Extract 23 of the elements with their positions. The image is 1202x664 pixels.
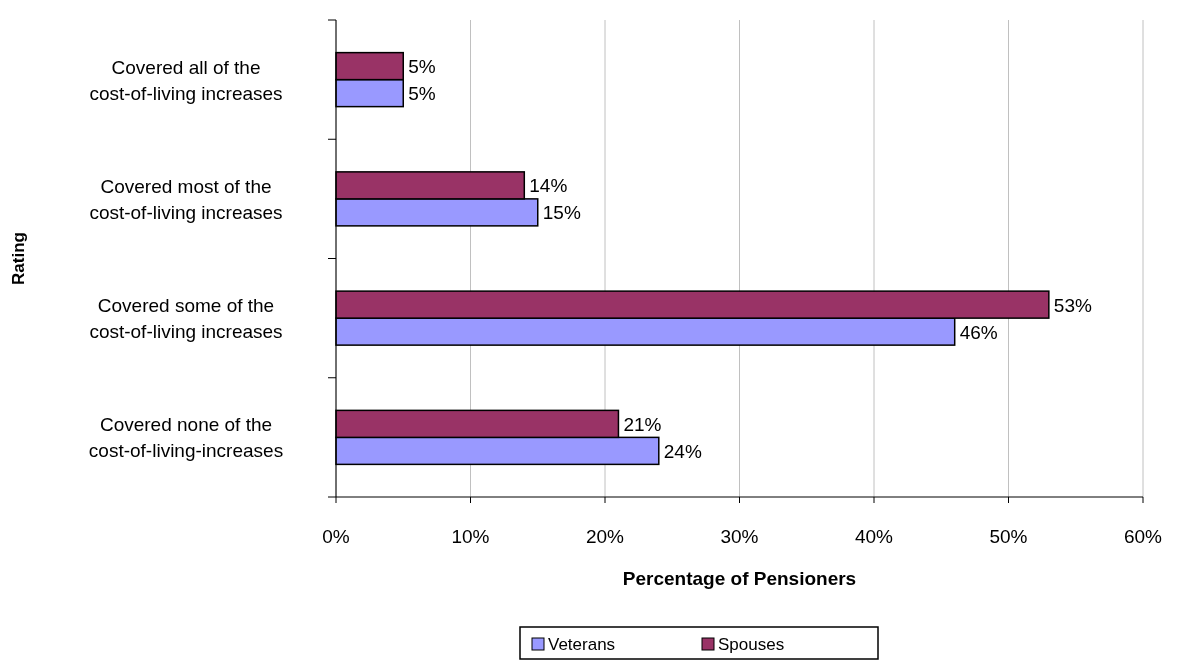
x-tick-label: 10% [451, 526, 490, 547]
data-label: 24% [663, 440, 702, 462]
data-label: 5% [408, 56, 436, 78]
x-tick-label: 40% [854, 526, 894, 547]
y-tick-label: Covered some of the cost-of-living increases [89, 295, 283, 343]
x-tick-label: 60% [1123, 526, 1163, 547]
x-tick-label: 30% [720, 526, 759, 547]
data-label: 15% [542, 202, 581, 224]
data-label: 14% [529, 175, 568, 197]
data-label: 5% [408, 83, 436, 105]
y-axis-title: Rating [9, 232, 28, 285]
data-label: 46% [959, 321, 998, 343]
x-axis-title: Percentage of Pensioners [622, 568, 857, 589]
y-tick-label: Covered none of the cost-of-living-increases [88, 414, 284, 462]
x-tick-label: 20% [585, 526, 625, 547]
x-tick-label: 0% [322, 526, 350, 547]
y-tick-label: Covered most of the cost-of-living increases [89, 175, 283, 223]
legend-label: Veterans [548, 635, 616, 654]
y-tick-label: Covered all of the cost-of-living increases [89, 56, 283, 104]
data-label: 53% [1053, 294, 1092, 316]
legend-label: Spouses [718, 635, 785, 654]
x-tick-label: 50% [989, 526, 1028, 547]
data-label: 21% [623, 413, 662, 435]
